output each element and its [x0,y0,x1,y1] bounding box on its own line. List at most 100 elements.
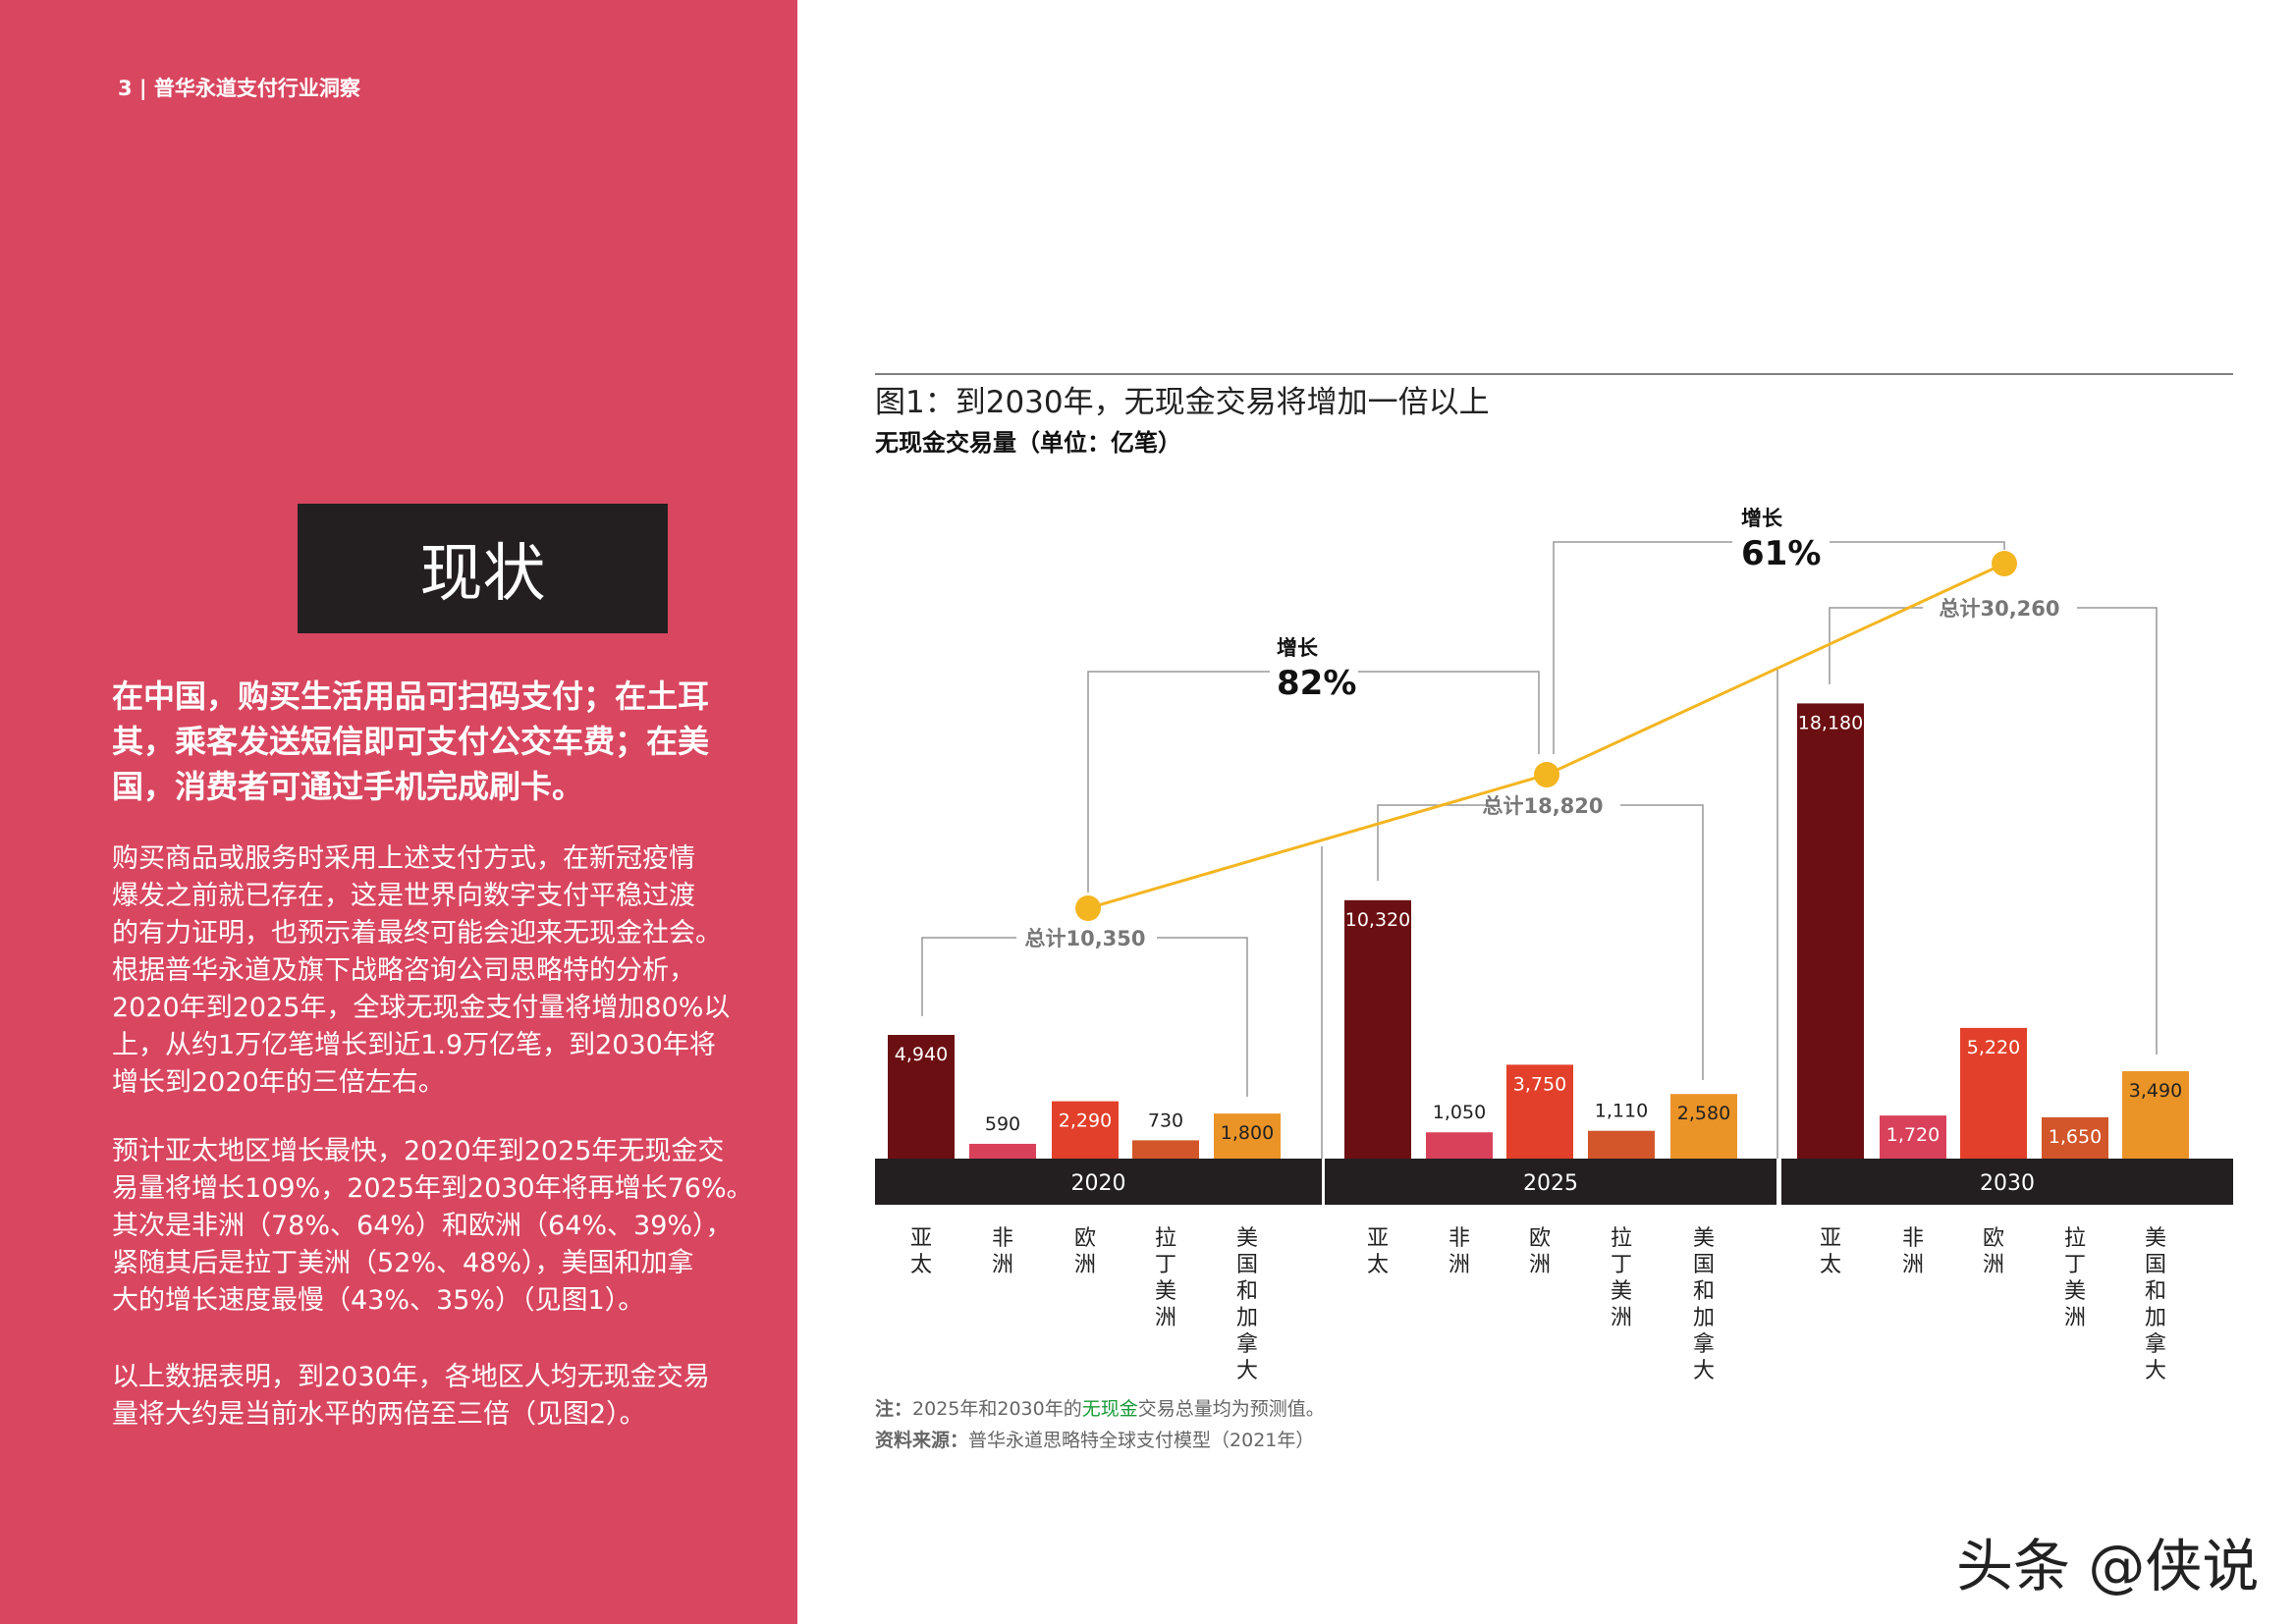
category-label-char: 美 [2145,1226,2166,1251]
category-label-char: 拉 [1611,1226,1632,1251]
bar-value-label: 1,720 [1886,1124,1940,1146]
bar-value-label: 2,580 [1677,1103,1730,1124]
category-label-char: 加 [1693,1306,1715,1330]
bar-value-label: 3,490 [2129,1080,2182,1102]
total-point [1992,551,2017,576]
growth-bracket [1358,671,1540,754]
category-label-char: 洲 [1611,1306,1632,1330]
bar-value-label: 4,940 [895,1044,948,1065]
category-label-char: 拉 [2064,1226,2086,1251]
category-label-char: 加 [2145,1306,2166,1330]
total-bracket [1377,804,1488,881]
total-bracket [2077,607,2158,1055]
text-line: 2020年到2025年，全球无现金支付量将增加80%以 [112,993,731,1023]
bar-2020-1 [969,1143,1036,1159]
text-line: 增长到2020年的三倍左右。 [112,1067,445,1098]
total-label: 总计18,820 [1482,794,1603,818]
text-line: 大的增长速度最慢（43%、35%）（见图1）。 [112,1285,645,1316]
year-band [1781,1159,2233,1205]
category-label-char: 太 [910,1253,932,1277]
category-label-char: 欧 [1983,1226,2004,1251]
category-label-char: 拉 [1155,1226,1176,1251]
category-label-char: 拿 [1693,1331,1715,1357]
growth-bracket [1830,541,2005,550]
total-label: 总计10,350 [1024,927,1145,950]
category-label-char: 美 [1236,1226,1258,1251]
text-line: 的有力证明，也预示着最终可能会迎来无现金社会。 [112,918,722,948]
category-label-char: 欧 [1074,1226,1096,1251]
category-label-char: 亚 [910,1226,932,1251]
category-label-char: 太 [1820,1253,1841,1277]
bar-2030-1 [1880,1115,1946,1159]
category-label-char: 和 [1693,1279,1715,1304]
bar-value-label: 2,290 [1059,1110,1112,1132]
bar-value-label: 10,320 [1345,909,1410,931]
text-line: 在中国，购买生活用品可扫码支付；在土耳 [112,677,710,715]
category-label-char: 大 [2145,1359,2166,1383]
text-line: 其次是非洲（78%、64%）和欧洲（64%、39%）， [112,1211,733,1241]
bar-2025-4 [1670,1094,1737,1159]
bar-value-label: 1,050 [1433,1102,1486,1123]
category-label-char: 和 [1236,1279,1258,1304]
category-label-char: 美 [1155,1279,1176,1304]
category-label-char: 非 [1902,1226,1924,1251]
bar-2030-4 [2122,1071,2189,1159]
chart-source: 资料来源：普华永道思略特全球支付模型（2021年） [875,1429,1314,1451]
chart-title: 图1：到2030年，无现金交易将增加一倍以上 [875,385,1490,420]
growth-value: 61% [1741,534,1821,573]
category-label-char: 和 [2145,1279,2166,1304]
text-line: 根据普华永道及旗下战略咨询公司思略特的分析， [112,955,695,986]
text-line: 国，消费者可通过手机完成刷卡。 [112,768,584,805]
lead-paragraph: 在中国，购买生活用品可扫码支付；在土耳 其，乘客发送短信即可支付公交车费；在美 国，… [112,674,709,809]
year-band [875,1159,1322,1205]
total-point [1534,762,1559,787]
category-label-char: 美 [1611,1279,1632,1304]
text-line: 预计亚太地区增长最快，2020年到2025年无现金交 [112,1136,725,1166]
text-line: 易量将增长109%，2025年到2030年将再增长76%。 [112,1173,753,1204]
category-label-char: 洲 [1902,1253,1924,1277]
bar-2020-0 [888,1035,955,1159]
category-label-char: 洲 [992,1253,1013,1277]
category-label-char: 洲 [2064,1306,2086,1330]
total-bracket [1829,607,1923,684]
bar-2030-2 [1960,1027,2027,1159]
growth-value: 82% [1277,664,1356,703]
bar-value-label: 18,180 [1798,712,1863,733]
text-line: 购买商品或服务时采用上述支付方式，在新冠疫情 [112,843,695,874]
category-label-char: 洲 [1449,1253,1470,1277]
bar-value-label: 1,800 [1221,1122,1274,1144]
year-label: 2030 [1980,1171,2035,1196]
body-paragraph-2: 预计亚太地区增长最快，2020年到2025年无现金交 易量将增长109%，2025… [112,1133,753,1320]
category-label-char: 拿 [2145,1331,2166,1357]
bar-2025-0 [1344,899,1411,1159]
bar-2020-4 [1214,1113,1281,1159]
bar-value-label: 590 [985,1113,1020,1135]
watermark: 头条 @侠说 [1956,1533,2260,1599]
text-line: 以上数据表明，到2030年，各地区人均无现金交易 [112,1362,710,1392]
category-label-char: 加 [1236,1306,1258,1330]
category-label-char: 非 [1449,1226,1470,1251]
category-label-char: 亚 [1367,1226,1389,1251]
bar-2030-3 [2042,1116,2108,1159]
category-label-char: 拿 [1236,1331,1258,1357]
category-label-char: 洲 [1074,1253,1096,1277]
chart-note: 注：2025年和2030年的无现金交易总量均为预测值。 [875,1397,1325,1420]
category-label-char: 大 [1236,1359,1258,1383]
year-label: 2020 [1071,1171,1126,1196]
total-label: 总计30,260 [1939,597,2059,621]
bar-value-label: 1,650 [2049,1126,2102,1148]
category-label-char: 国 [1693,1253,1715,1277]
total-bracket [921,937,1016,1016]
category-label-char: 国 [2145,1253,2166,1277]
category-label-char: 丁 [2064,1253,2086,1277]
category-label-char: 洲 [1155,1306,1176,1330]
text-line: 爆发之前就已存在，这是世界向数字支付平稳过渡 [112,881,695,911]
category-label-char: 美 [1693,1226,1715,1251]
bar-2025-2 [1506,1064,1573,1159]
growth-bracket [1553,541,1732,754]
body-paragraph-3: 以上数据表明，到2030年，各地区人均无现金交易 量将大约是当前水平的两倍至三倍（… [112,1359,710,1434]
total-line [1087,562,2005,910]
category-label-char: 洲 [1983,1253,2004,1277]
category-label-char: 非 [992,1226,1013,1251]
